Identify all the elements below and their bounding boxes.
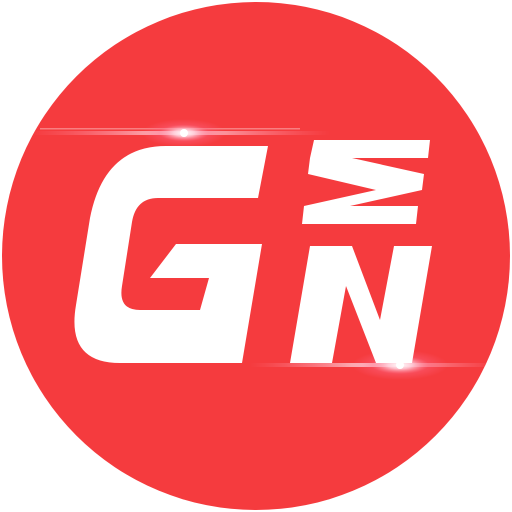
letter-n-glyph (290, 246, 432, 363)
letter-g-glyph (74, 146, 268, 363)
letter-m-glyph (302, 140, 430, 224)
